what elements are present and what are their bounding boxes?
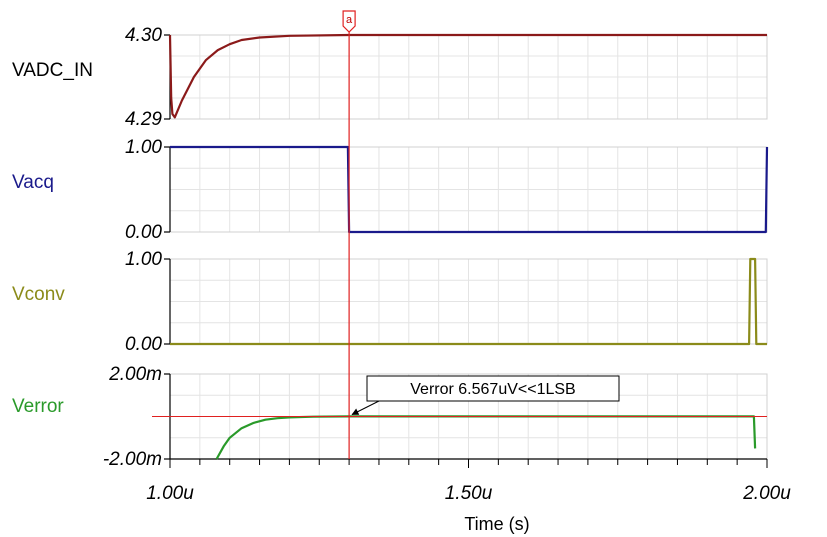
- x-tick-label: 1.50u: [445, 483, 493, 504]
- annotation-arrow: [351, 400, 380, 415]
- y-tick-label: 1.00: [125, 249, 162, 270]
- cursor-label: a: [346, 14, 353, 26]
- signal-label-vacq: Vacq: [12, 172, 54, 193]
- y-tick-label: 1.00: [125, 137, 162, 158]
- signal-label-vconv: Vconv: [12, 284, 65, 305]
- y-tick-label: 4.29: [125, 109, 162, 130]
- y-tick-label: 0.00: [125, 222, 162, 243]
- signal-label-vadc_in: VADC_IN: [12, 60, 93, 81]
- x-axis-label: Time (s): [464, 514, 529, 534]
- y-tick-label: -2.00m: [103, 449, 162, 470]
- signal-label-verror: Verror: [12, 396, 64, 417]
- series-line-vadc_in: [168, 33, 767, 119]
- y-tick-label: 2.00m: [108, 364, 162, 385]
- y-tick-label: 4.30: [125, 25, 162, 46]
- x-tick-label: 1.00u: [146, 483, 194, 504]
- cursor-flag: [342, 10, 356, 33]
- annotation-box: [366, 375, 620, 402]
- series-line-vconv: [170, 257, 767, 346]
- y-tick-label: 0.00: [125, 334, 162, 355]
- x-tick-label: 2.00u: [742, 483, 791, 504]
- annotation-text: Verror 6.567uV<<1LSB: [410, 381, 575, 398]
